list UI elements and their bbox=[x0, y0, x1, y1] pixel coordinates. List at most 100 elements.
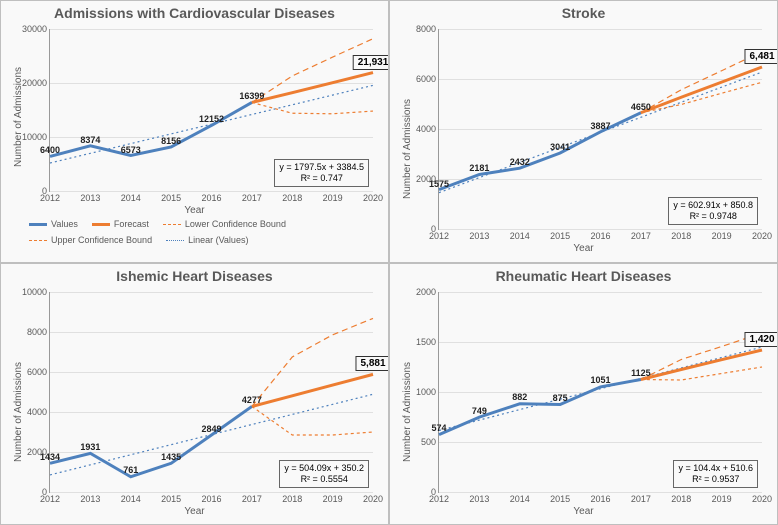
legend-item: Upper Confidence Bound bbox=[29, 235, 152, 245]
y-tick: 1500 bbox=[416, 337, 439, 347]
data-label: 1575 bbox=[429, 179, 449, 189]
r2-text: R² = 0.9748 bbox=[673, 211, 753, 222]
x-tick: 2015 bbox=[161, 191, 181, 203]
y-tick: 500 bbox=[421, 437, 439, 447]
data-label: 1051 bbox=[590, 375, 610, 385]
x-tick: 2017 bbox=[631, 229, 651, 241]
chart-title: Rheumatic Heart Diseases bbox=[390, 268, 777, 284]
x-tick: 2016 bbox=[201, 191, 221, 203]
y-tick: 8000 bbox=[27, 327, 50, 337]
x-tick: 2019 bbox=[323, 492, 343, 504]
x-tick: 2013 bbox=[469, 229, 489, 241]
y-axis-label: Number of Admissions bbox=[402, 361, 413, 461]
x-tick: 2012 bbox=[429, 229, 449, 241]
y-axis-label: Number of Admissions bbox=[402, 99, 413, 199]
data-label: 6573 bbox=[121, 145, 141, 155]
r2-text: R² = 0.5554 bbox=[284, 474, 364, 485]
x-tick: 2016 bbox=[590, 229, 610, 241]
forecast-end-label: 21,931 bbox=[353, 55, 389, 70]
x-tick: 2020 bbox=[363, 191, 383, 203]
x-tick: 2014 bbox=[121, 492, 141, 504]
x-tick: 2014 bbox=[510, 229, 530, 241]
chart-title: Stroke bbox=[390, 5, 777, 21]
chart-title: Ishemic Heart Diseases bbox=[1, 268, 388, 284]
r2-text: R² = 0.9537 bbox=[678, 474, 753, 485]
legend: Values Forecast Lower Confidence Bound Uppe… bbox=[29, 219, 369, 245]
legend-label: Upper Confidence Bound bbox=[51, 235, 152, 245]
legend-label: Linear (Values) bbox=[188, 235, 248, 245]
y-axis-label: Number of Admissions bbox=[13, 361, 24, 461]
data-label: 1125 bbox=[631, 368, 651, 378]
equation-box: y = 504.09x + 350.2R² = 0.5554 bbox=[279, 460, 369, 488]
legend-swatch bbox=[29, 240, 47, 241]
x-tick: 2015 bbox=[550, 492, 570, 504]
x-axis-label: Year bbox=[573, 243, 593, 254]
x-tick: 2020 bbox=[752, 229, 772, 241]
equation-text: y = 1797.5x + 3384.5 bbox=[279, 162, 364, 173]
x-tick: 2018 bbox=[282, 492, 302, 504]
data-label: 6400 bbox=[40, 145, 60, 155]
data-label: 761 bbox=[123, 465, 138, 475]
data-label: 2432 bbox=[510, 157, 530, 167]
legend-label: Lower Confidence Bound bbox=[185, 219, 286, 229]
legend-label: Forecast bbox=[114, 219, 149, 229]
chart-title: Admissions with Cardiovascular Diseases bbox=[1, 5, 388, 21]
legend-swatch bbox=[92, 223, 110, 226]
data-label: 8156 bbox=[161, 136, 181, 146]
x-axis-label: Year bbox=[573, 506, 593, 517]
y-tick: 8000 bbox=[416, 24, 439, 34]
legend-label: Values bbox=[51, 219, 78, 229]
y-tick: 2000 bbox=[416, 287, 439, 297]
chart-panel-rhd: Rheumatic Heart Diseases0500100015002000… bbox=[389, 263, 778, 525]
data-label: 574 bbox=[431, 423, 446, 433]
x-tick: 2012 bbox=[429, 492, 449, 504]
x-tick: 2013 bbox=[80, 492, 100, 504]
legend-item: Linear (Values) bbox=[166, 235, 248, 245]
x-axis-label: Year bbox=[184, 205, 204, 216]
equation-text: y = 602.91x + 850.8 bbox=[673, 200, 753, 211]
x-tick: 2020 bbox=[752, 492, 772, 504]
equation-box: y = 602.91x + 850.8R² = 0.9748 bbox=[668, 197, 758, 225]
x-tick: 2012 bbox=[40, 191, 60, 203]
equation-text: y = 104.4x + 510.6 bbox=[678, 463, 753, 474]
x-tick: 2018 bbox=[671, 492, 691, 504]
x-tick: 2019 bbox=[323, 191, 343, 203]
legend-item: Forecast bbox=[92, 219, 149, 229]
y-tick: 10000 bbox=[22, 132, 50, 142]
x-tick: 2015 bbox=[550, 229, 570, 241]
legend-item: Lower Confidence Bound bbox=[163, 219, 286, 229]
x-tick: 2018 bbox=[671, 229, 691, 241]
chart-area: 0200040006000800010000201220132014201520… bbox=[49, 292, 373, 493]
x-tick: 2019 bbox=[712, 492, 732, 504]
x-tick: 2013 bbox=[469, 492, 489, 504]
data-label: 16399 bbox=[239, 91, 264, 101]
y-tick: 1000 bbox=[416, 387, 439, 397]
legend-swatch bbox=[166, 240, 184, 241]
forecast-end-label: 6,481 bbox=[744, 49, 778, 64]
x-tick: 2014 bbox=[121, 191, 141, 203]
y-tick: 6000 bbox=[416, 74, 439, 84]
x-tick: 2013 bbox=[80, 191, 100, 203]
data-label: 1931 bbox=[80, 442, 100, 452]
y-tick: 10000 bbox=[22, 287, 50, 297]
data-label: 4650 bbox=[631, 102, 651, 112]
x-tick: 2020 bbox=[363, 492, 383, 504]
data-label: 2849 bbox=[201, 424, 221, 434]
data-label: 4277 bbox=[242, 395, 262, 405]
x-tick: 2017 bbox=[631, 492, 651, 504]
chart-panel-ihd: Ishemic Heart Diseases 020004000600080001… bbox=[0, 263, 389, 525]
data-label: 12152 bbox=[199, 114, 224, 124]
x-tick: 2015 bbox=[161, 492, 181, 504]
x-tick: 2018 bbox=[282, 191, 302, 203]
data-label: 8374 bbox=[80, 135, 100, 145]
x-tick: 2019 bbox=[712, 229, 732, 241]
data-label: 2181 bbox=[469, 163, 489, 173]
x-tick: 2017 bbox=[242, 191, 262, 203]
x-tick: 2012 bbox=[40, 492, 60, 504]
y-tick: 30000 bbox=[22, 24, 50, 34]
chart-area: 0100002000030000201220132014201520162017… bbox=[49, 29, 373, 192]
legend-swatch bbox=[163, 224, 181, 225]
data-label: 3887 bbox=[590, 121, 610, 131]
legend-swatch bbox=[29, 223, 47, 226]
y-tick: 6000 bbox=[27, 367, 50, 377]
